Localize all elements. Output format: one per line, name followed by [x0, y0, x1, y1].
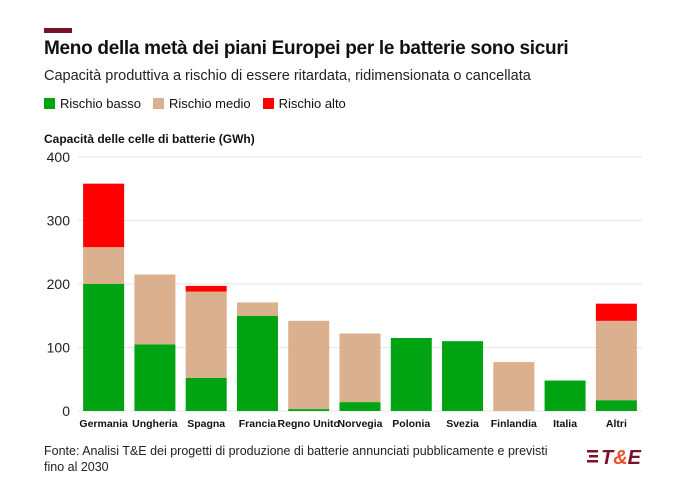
y-tick-label: 400 — [47, 149, 71, 165]
legend: Rischio basso Rischio medio Rischio alto — [44, 96, 346, 111]
legend-item: Rischio basso — [44, 96, 141, 111]
x-tick-label: Polonia — [392, 418, 430, 430]
bar-segment — [185, 291, 227, 378]
source-note: Fonte: Analisi T&E dei progetti di produ… — [44, 444, 548, 474]
bar-segment — [134, 274, 176, 345]
bar-segment — [339, 402, 381, 411]
legend-item: Rischio alto — [262, 96, 346, 111]
legend-item: Rischio medio — [152, 96, 251, 111]
legend-label: Rischio medio — [168, 96, 251, 111]
te-logo: T&E — [585, 444, 655, 475]
bar-segment — [493, 362, 535, 411]
bar-segment — [236, 302, 278, 316]
bar-segment — [83, 284, 125, 411]
x-tick-label: Ungheria — [132, 418, 178, 430]
y-tick-label: 0 — [62, 403, 70, 419]
chart-title: Meno della metà dei piani Europei per le… — [44, 38, 569, 59]
bar-chart: 0 100 200 300 400 Germania Ungheria Spagna Franc… — [47, 149, 642, 430]
x-tick-label: Altri — [606, 418, 627, 430]
chart-subtitle: Capacità produttiva a rischio di essere … — [44, 68, 531, 84]
y-tick-label: 300 — [47, 213, 71, 229]
bar-segment — [595, 320, 637, 401]
x-tick-label: Francia — [239, 418, 277, 430]
x-tick-label: Germania — [79, 418, 128, 430]
bar-segment — [134, 344, 176, 411]
y-axis-title: Capacità delle celle di batterie (GWh) — [44, 132, 255, 146]
y-tick-label: 100 — [47, 340, 71, 356]
bar-segment — [288, 409, 330, 411]
bar-segment — [544, 380, 586, 411]
bar-segment — [185, 285, 227, 292]
legend-label: Rischio basso — [60, 96, 141, 111]
bar-segment — [83, 183, 125, 248]
bar-segment — [442, 341, 484, 411]
x-tick-label: Finlandia — [491, 418, 537, 430]
bar-segment — [390, 337, 432, 411]
bar-segment — [236, 315, 278, 411]
bar-segment — [339, 333, 381, 403]
x-tick-label: Spagna — [187, 418, 225, 430]
legend-swatch — [44, 98, 55, 109]
bar-segment — [83, 247, 125, 284]
legend-swatch — [262, 98, 274, 109]
svg-text:T&E: T&E — [601, 447, 642, 469]
x-tick-label: Norvegia — [338, 418, 383, 430]
bar-segment — [595, 400, 637, 411]
x-tick-label: Regno Unito — [278, 418, 340, 430]
x-tick-label: Italia — [553, 418, 577, 430]
bar-segment — [185, 377, 227, 411]
x-tick-label: Svezia — [446, 418, 479, 430]
accent-bar — [44, 28, 72, 33]
bar-segment — [288, 320, 330, 410]
bar-segment — [595, 303, 637, 321]
legend-label: Rischio alto — [278, 96, 346, 111]
legend-swatch — [152, 98, 164, 109]
y-tick-label: 200 — [47, 276, 71, 292]
